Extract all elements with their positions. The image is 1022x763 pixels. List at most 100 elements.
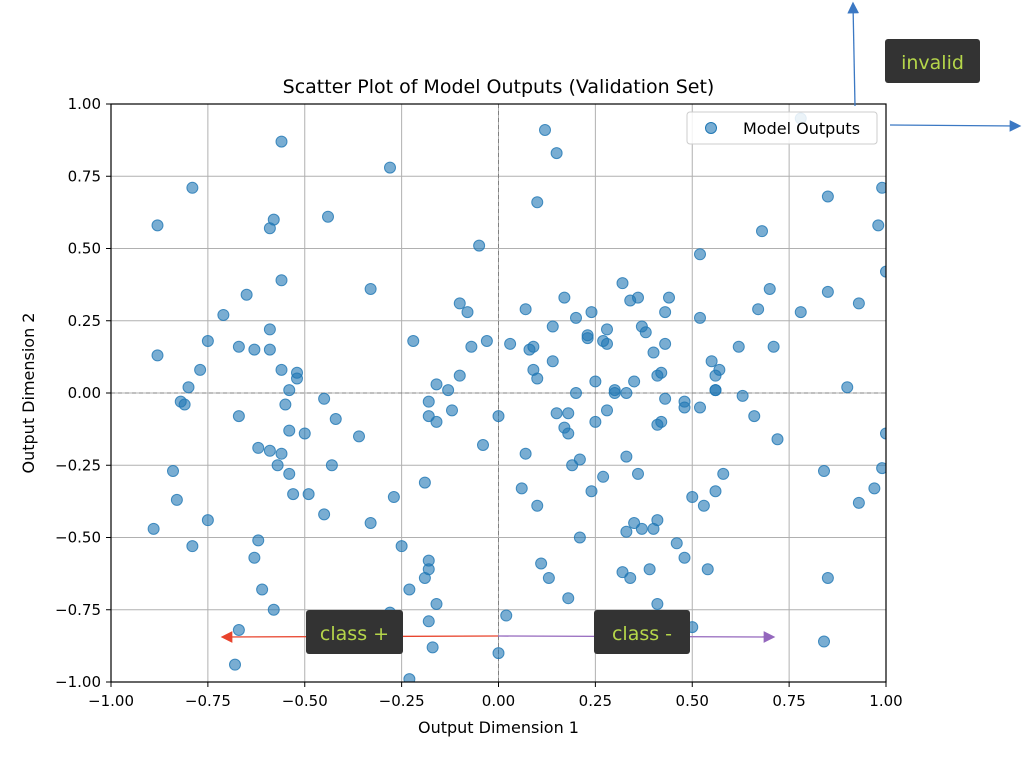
data-point bbox=[217, 308, 230, 321]
data-point bbox=[589, 415, 602, 428]
data-point bbox=[852, 496, 865, 509]
data-point bbox=[585, 306, 598, 319]
x-tick-label: 0.50 bbox=[676, 692, 709, 710]
y-tick-label: 0.75 bbox=[68, 167, 101, 185]
data-point bbox=[635, 522, 648, 535]
data-point bbox=[275, 363, 288, 376]
class-minus-badge-bg bbox=[594, 610, 690, 654]
data-point bbox=[275, 135, 288, 148]
y-tick-label: 0.50 bbox=[68, 240, 101, 258]
data-point bbox=[546, 355, 559, 368]
data-point bbox=[267, 603, 280, 616]
data-point bbox=[651, 514, 664, 527]
data-point bbox=[387, 491, 400, 504]
x-tick-label: 0.25 bbox=[579, 692, 612, 710]
data-point bbox=[670, 537, 683, 550]
invalid-badge-bg bbox=[885, 39, 980, 83]
class-minus-badge: class - bbox=[594, 610, 690, 654]
data-point bbox=[876, 181, 886, 194]
x-axis-label: Output Dimension 1 bbox=[418, 718, 579, 737]
data-point bbox=[178, 398, 191, 411]
data-point bbox=[562, 407, 575, 420]
data-point bbox=[519, 303, 532, 316]
data-point bbox=[562, 427, 575, 440]
data-point bbox=[263, 444, 276, 457]
data-point bbox=[531, 196, 544, 209]
data-point bbox=[442, 384, 455, 397]
data-point bbox=[418, 571, 431, 584]
data-point bbox=[550, 147, 563, 160]
y-tick-label: −0.50 bbox=[55, 529, 101, 547]
y-tick-label: 1.00 bbox=[68, 95, 101, 113]
data-point bbox=[550, 407, 563, 420]
data-point bbox=[767, 340, 780, 353]
data-point bbox=[318, 508, 331, 521]
data-point bbox=[186, 540, 199, 553]
data-point bbox=[248, 343, 261, 356]
data-point bbox=[581, 329, 594, 342]
data-point bbox=[880, 427, 886, 440]
data-point bbox=[256, 583, 269, 596]
data-point bbox=[709, 384, 722, 397]
data-point bbox=[147, 522, 160, 535]
y-tick-label: −0.25 bbox=[55, 456, 101, 474]
data-point bbox=[480, 334, 493, 347]
data-point bbox=[694, 311, 706, 324]
data-point bbox=[515, 482, 528, 495]
data-point bbox=[232, 410, 245, 423]
data-point bbox=[232, 623, 245, 636]
data-point bbox=[573, 453, 586, 466]
data-point bbox=[263, 222, 276, 235]
data-point bbox=[492, 647, 505, 660]
data-point bbox=[201, 514, 214, 527]
data-point bbox=[492, 410, 505, 423]
data-point bbox=[283, 424, 296, 437]
data-point bbox=[252, 441, 265, 454]
data-point bbox=[322, 210, 334, 223]
data-point bbox=[624, 571, 637, 584]
x-axis-ticks: −1.00 −0.75 −0.50 −0.25 0.00 0.25 0.50 0.75 1.00 bbox=[88, 682, 903, 710]
data-point bbox=[504, 337, 517, 350]
data-point bbox=[616, 277, 629, 290]
data-point bbox=[473, 239, 486, 252]
data-point bbox=[694, 248, 706, 261]
data-point bbox=[364, 282, 377, 295]
data-point bbox=[291, 372, 303, 385]
data-point bbox=[628, 375, 641, 388]
data-point bbox=[271, 459, 284, 472]
data-point bbox=[732, 340, 745, 353]
data-point bbox=[546, 320, 559, 333]
data-point bbox=[287, 488, 300, 501]
chart-title: Scatter Plot of Model Outputs (Validatio… bbox=[283, 76, 715, 98]
data-point bbox=[663, 291, 675, 304]
data-point bbox=[182, 381, 195, 394]
invalid-label: invalid bbox=[901, 52, 964, 74]
data-point bbox=[403, 583, 416, 596]
data-point bbox=[573, 531, 586, 544]
data-point bbox=[818, 635, 830, 648]
data-point bbox=[465, 340, 478, 353]
data-point bbox=[263, 323, 276, 336]
data-point bbox=[821, 571, 834, 584]
data-point bbox=[632, 291, 644, 304]
data-point bbox=[527, 340, 540, 353]
data-point bbox=[252, 534, 265, 547]
data-point bbox=[647, 346, 660, 359]
data-point bbox=[852, 297, 865, 310]
data-point bbox=[709, 485, 722, 498]
data-point bbox=[418, 476, 431, 489]
data-point bbox=[601, 337, 613, 350]
x-tick-label: 0.00 bbox=[482, 692, 515, 710]
data-point bbox=[170, 493, 183, 506]
data-point bbox=[422, 615, 435, 628]
data-point bbox=[570, 311, 582, 324]
data-point bbox=[752, 303, 765, 316]
data-point bbox=[872, 219, 885, 232]
data-point bbox=[446, 404, 458, 417]
data-point bbox=[283, 467, 296, 480]
data-point bbox=[694, 401, 706, 414]
data-point bbox=[713, 363, 726, 376]
invalid-arrow-up bbox=[847, 1, 860, 107]
data-point bbox=[318, 392, 331, 405]
data-point bbox=[841, 381, 854, 394]
